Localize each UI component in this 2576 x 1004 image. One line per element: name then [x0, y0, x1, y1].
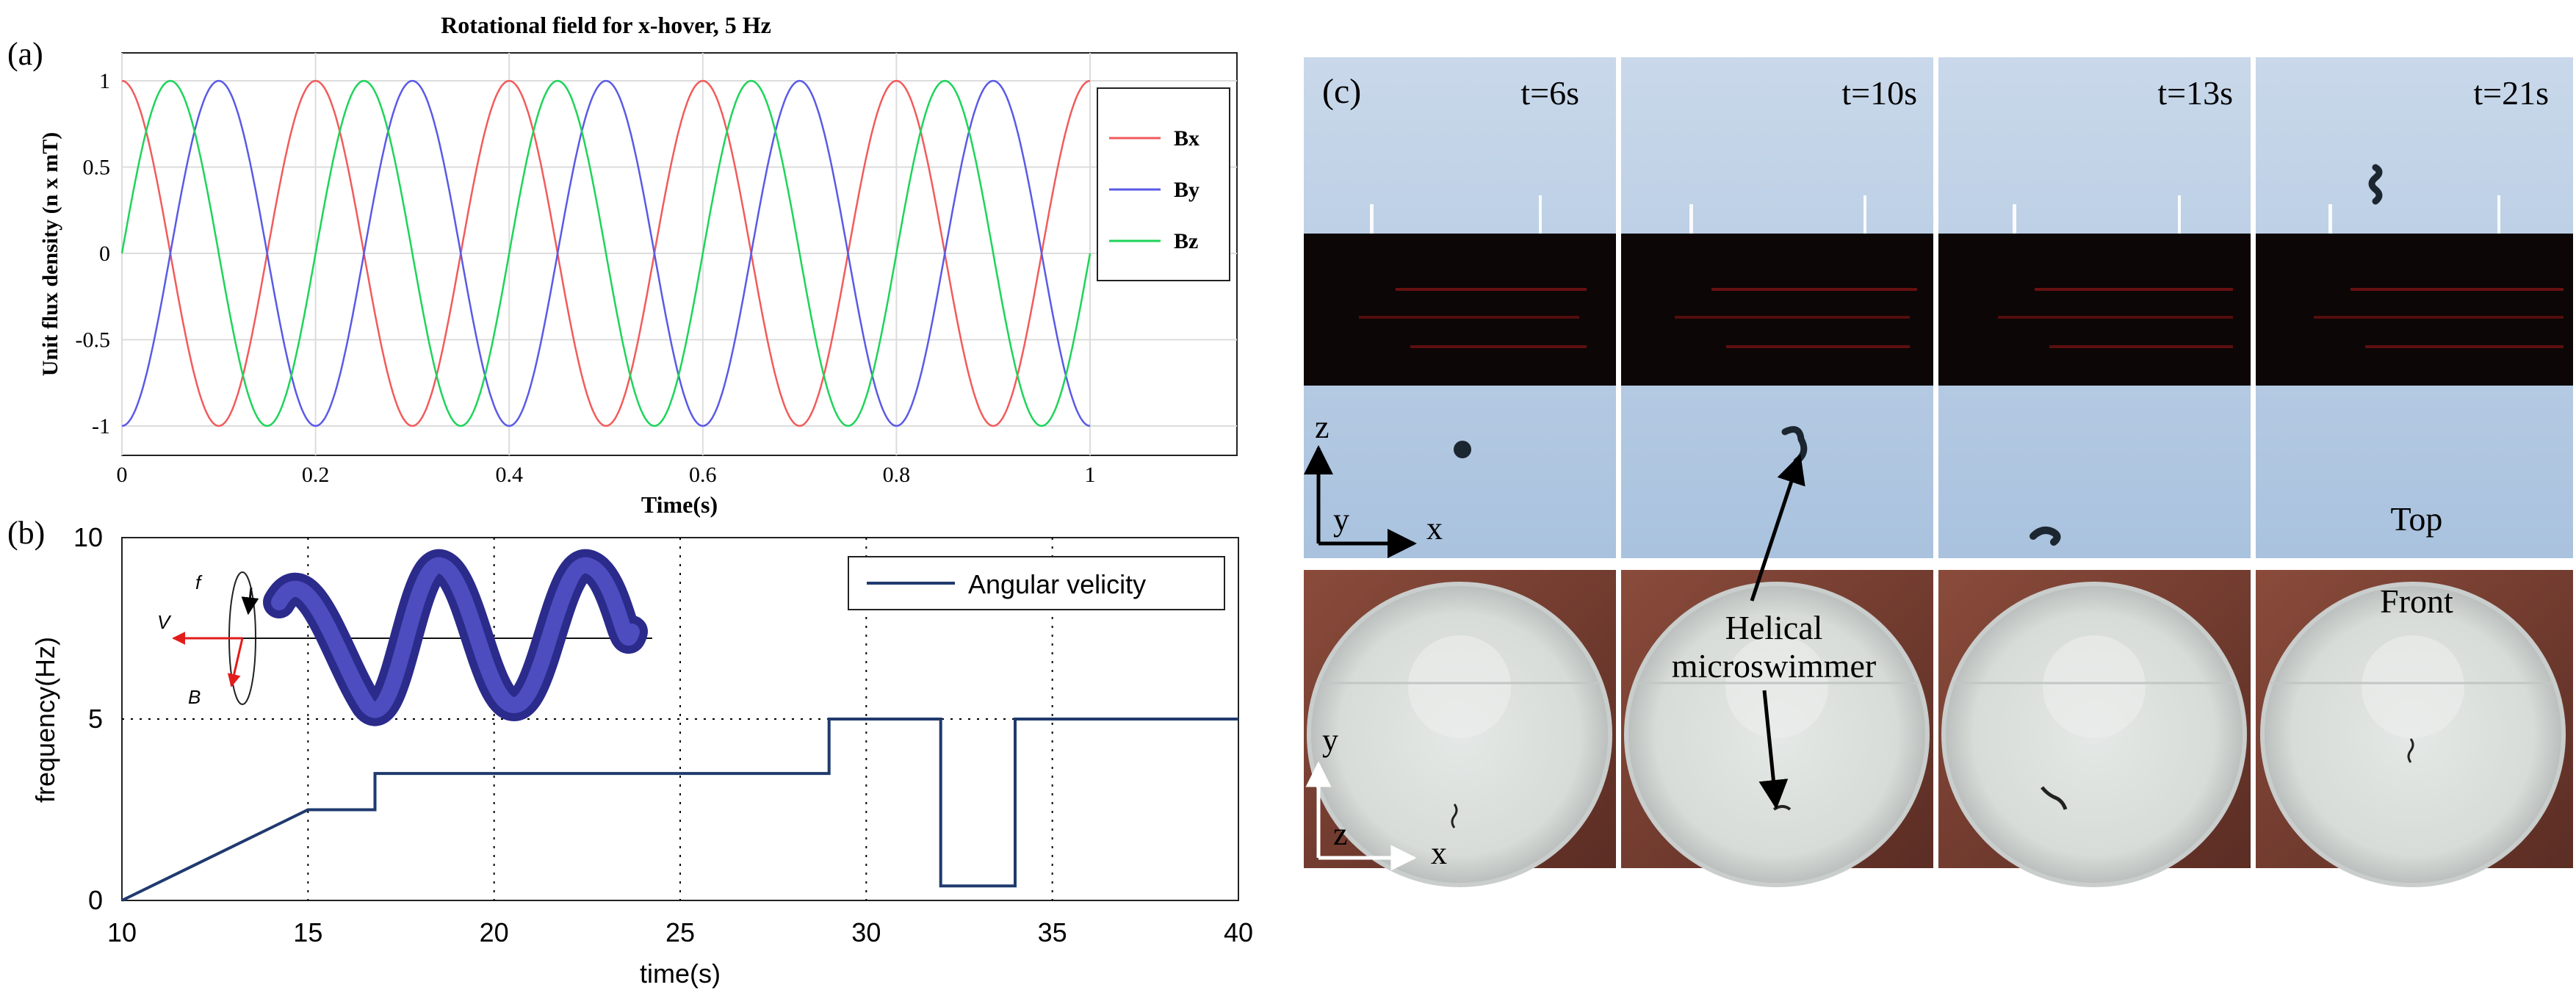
panel-a-title: Rotational field for x-hover, 5 Hz: [441, 12, 771, 38]
panel-a-label: (a): [7, 36, 43, 72]
front-axes: y z x: [1305, 722, 1447, 871]
front-axis-horizontal-label: x: [1431, 835, 1447, 871]
microswimmer: [1454, 441, 1471, 458]
time-label-1: t=6s: [1520, 74, 1579, 112]
top-axis-horizontal-label: x: [1426, 510, 1443, 546]
panel-b-ticks: 10 15 20 25 30 35 40 0 5 10: [73, 522, 1253, 947]
panel-a-ylabel: Unit flux density (n x mT): [38, 132, 62, 377]
legend-label-Bz: Bz: [1174, 229, 1198, 253]
b-xtick-label: 10: [107, 917, 137, 947]
series-By: [121, 79, 1091, 427]
panel-b-ylabel: frequency(Hz): [30, 637, 60, 803]
panel-b: (b) 10 15 20 25 30 35 40 0 5 10 time(s) frequency…: [7, 515, 1253, 989]
microswimmer: [2030, 527, 2061, 546]
b-xtick-label: 35: [1038, 917, 1067, 947]
time-label-2: t=10s: [1841, 74, 1917, 112]
panel-a-ticks: 0 0.2 0.4 0.6 0.8 1 1 0.5 0 -0.5 -1: [76, 69, 1096, 487]
legend-label-Bx: Bx: [1174, 126, 1199, 151]
a-xtick-label: 0.4: [495, 463, 523, 487]
panel-a-series: [120, 79, 1092, 427]
a-ytick-label: 0.5: [83, 156, 111, 180]
panel-b-xlabel: time(s): [640, 958, 721, 989]
panel-a-legend: Bx By Bz: [1097, 87, 1230, 281]
frame-t13: [1938, 57, 2251, 887]
b-ytick-label: 5: [88, 704, 103, 734]
microswimmer-annotation: Helical microswimmer: [1672, 454, 1877, 809]
series-angular-velocity: [121, 718, 1238, 902]
a-xtick-label: 0.8: [883, 463, 911, 487]
helix-inset: V f B: [157, 549, 652, 726]
time-label-3: t=13s: [2157, 74, 2233, 112]
front-axis-depth-label: z: [1333, 816, 1348, 852]
panel-b-legend-label: Angular velicity: [968, 569, 1146, 599]
b-xtick-label: 40: [1224, 917, 1253, 947]
panel-a: (a) Rotational field for x-hover, 5 Hz 0…: [7, 12, 1238, 518]
a-ytick-label: 0: [99, 242, 110, 266]
rotation-arrow: [241, 587, 259, 615]
series-Bx: [121, 79, 1091, 427]
inset-f-label: f: [195, 571, 203, 593]
panel-a-grid: [121, 53, 1237, 455]
panel-b-legend: Angular velicity: [848, 556, 1225, 610]
panel-b-grid: [122, 538, 1238, 900]
a-xtick-label: 0.2: [302, 463, 330, 487]
inset-v-label: V: [157, 611, 172, 633]
top-axes: z y x: [1304, 409, 1443, 558]
panel-a-xlabel: Time(s): [641, 491, 718, 518]
b-xtick-label: 15: [293, 917, 322, 947]
panel-b-series: [121, 718, 1238, 902]
a-ytick-label: -0.5: [76, 328, 111, 353]
microswimmer: [2368, 164, 2383, 205]
b-xtick-label: 30: [851, 917, 881, 947]
helix-coil: [263, 549, 648, 726]
b-xtick-label: 20: [480, 917, 509, 947]
series-Bz: [120, 79, 1092, 427]
annotation-line-2: microswimmer: [1672, 647, 1877, 685]
a-ytick-label: 1: [99, 69, 110, 93]
b-ytick-label: 0: [88, 885, 103, 915]
frame-t6: [1304, 57, 1616, 887]
a-ytick-label: -1: [92, 414, 110, 438]
a-xtick-label: 0: [117, 463, 128, 487]
frame-t10: [1621, 57, 1933, 887]
top-axis-depth-label: y: [1333, 502, 1349, 538]
front-axis-vertical-label: y: [1322, 722, 1338, 758]
annotation-arrow-up: [1750, 454, 1805, 602]
panel-c: (c) t=6s t=10s t=13s t=21s Top Front Hel…: [1304, 57, 2573, 887]
a-xtick-label: 0.6: [689, 463, 717, 487]
top-view-label: Top: [2391, 500, 2443, 538]
front-view-label: Front: [2380, 582, 2453, 620]
annotation-arrow-down: [1758, 690, 1789, 809]
b-xtick-label: 25: [665, 917, 695, 947]
inset-b-label: B: [188, 686, 201, 708]
b-ytick-label: 10: [73, 522, 103, 552]
panel-c-label: (c): [1322, 72, 1361, 111]
a-xtick-label: 1: [1085, 463, 1096, 487]
top-axis-vertical-label: z: [1315, 409, 1330, 445]
frame-t21: [2256, 57, 2573, 887]
annotation-line-1: Helical: [1725, 609, 1823, 646]
time-label-4: t=21s: [2473, 74, 2549, 112]
legend-label-By: By: [1174, 178, 1199, 202]
panel-b-label: (b): [7, 515, 45, 551]
field-arrow: [227, 638, 244, 687]
